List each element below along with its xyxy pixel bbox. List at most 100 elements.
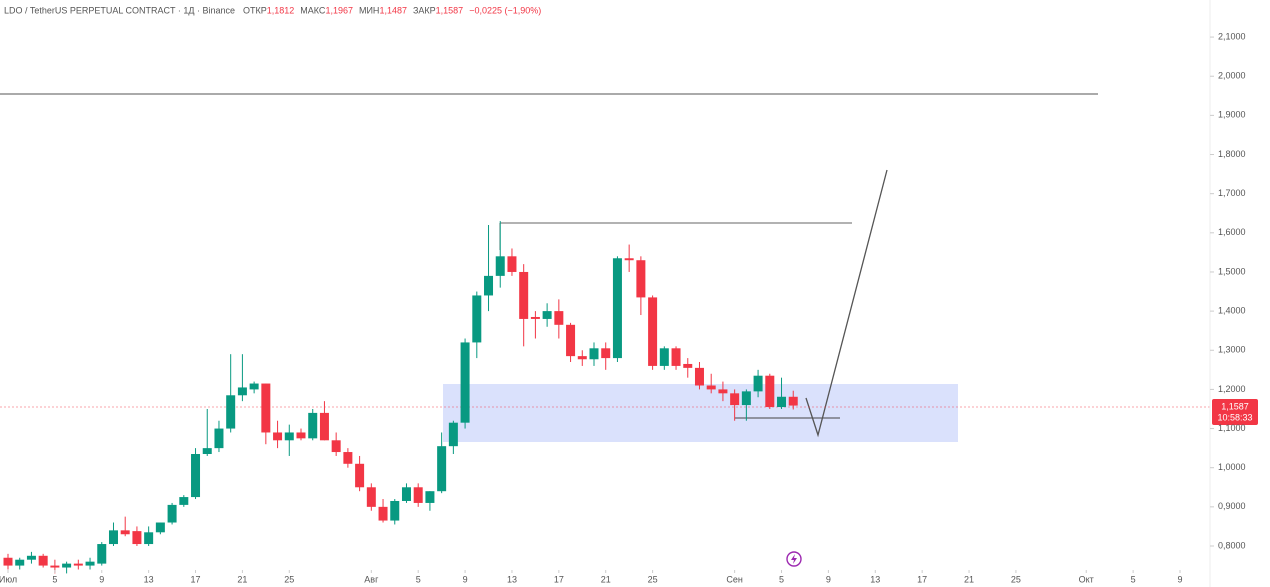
candle-body — [273, 432, 283, 441]
candle-body — [132, 531, 142, 545]
projection-path — [805, 169, 888, 438]
candle-body — [706, 385, 716, 390]
candle-body — [448, 422, 458, 447]
candle-body — [765, 375, 775, 408]
candle-body — [601, 348, 611, 359]
candle-body — [624, 258, 634, 261]
candle-body — [730, 393, 740, 406]
event-icon[interactable] — [786, 551, 802, 567]
candle-body — [542, 311, 552, 319]
x-tick-label: 21 — [237, 574, 247, 584]
candle-body — [50, 565, 60, 568]
candle-body — [167, 504, 177, 523]
x-tick-label: 25 — [1011, 574, 1021, 584]
candle-body — [753, 375, 763, 392]
x-tick-label: 17 — [554, 574, 564, 584]
x-tick-label: 9 — [463, 574, 468, 584]
candle-body — [62, 563, 72, 568]
candle-body — [73, 563, 83, 566]
candle-body — [519, 271, 529, 319]
candle-body — [577, 356, 587, 360]
zone-rect — [443, 384, 958, 442]
x-tick-label: 5 — [416, 574, 421, 584]
candle-body — [237, 387, 247, 396]
y-tick-label: 0,8000 — [1218, 540, 1246, 550]
candle-body — [636, 260, 646, 298]
candle-body — [85, 561, 95, 566]
candle-body — [472, 295, 482, 343]
y-tick-label: 1,2000 — [1218, 384, 1246, 394]
symbol-title: LDO / TetherUS PERPETUAL CONTRACT · 1Д ·… — [4, 5, 235, 15]
x-tick-label: 9 — [1177, 574, 1182, 584]
ohlc-label: ЗАКР — [413, 5, 436, 15]
x-tick-label: 21 — [964, 574, 974, 584]
x-tick-label: Авг — [364, 574, 379, 584]
candle-body — [694, 367, 704, 386]
plot — [3, 221, 798, 574]
candle-body — [144, 532, 154, 545]
candle-body — [612, 258, 622, 359]
candle-body — [777, 396, 787, 408]
candle-body — [15, 559, 25, 566]
x-tick-label: 17 — [191, 574, 201, 584]
candle-body — [3, 557, 13, 566]
x-tick-label: 21 — [601, 574, 611, 584]
x-tick-label: 25 — [648, 574, 658, 584]
y-tick-label: 2,0000 — [1218, 71, 1246, 81]
x-tick-label: 17 — [917, 574, 927, 584]
candle-body — [390, 500, 400, 521]
x-tick-label: 5 — [52, 574, 57, 584]
candle-body — [179, 497, 189, 505]
candle-body — [261, 383, 271, 433]
candle-body — [788, 396, 798, 406]
y-tick-label: 1,7000 — [1218, 188, 1246, 198]
y-tick-label: 1,9000 — [1218, 110, 1246, 120]
ohlc-header: ОТКР 1,1812 МАКС 1,1967 МИН 1,1487 ЗАКР 1,1587−… — [243, 5, 541, 15]
x-tick-label: Июл — [0, 574, 17, 584]
y-tick-label: 1,0000 — [1218, 462, 1246, 472]
candle-body — [284, 432, 294, 441]
x-tick-label: 13 — [507, 574, 517, 584]
candle-body — [437, 446, 447, 492]
candle-body — [741, 391, 751, 406]
candle-body — [97, 544, 107, 564]
x-tick-label: 5 — [1131, 574, 1136, 584]
candle-body — [507, 256, 517, 272]
x-tick-label: 9 — [826, 574, 831, 584]
y-tick-label: 1,6000 — [1218, 227, 1246, 237]
price-tag — [1212, 399, 1258, 425]
candle-body — [202, 448, 212, 455]
ohlc-change: −0,0225 (−1,90%) — [469, 5, 541, 15]
candle-body — [366, 487, 376, 507]
x-tick-label: 13 — [144, 574, 154, 584]
x-tick-label: 9 — [99, 574, 104, 584]
event-icon-bolt — [791, 554, 797, 564]
candle-body — [718, 389, 728, 394]
price-tag-value: 1,1587 — [1221, 401, 1249, 411]
price-tag-countdown: 10:58:33 — [1217, 412, 1252, 422]
candle-body — [671, 348, 681, 366]
candle-body — [530, 316, 540, 319]
ohlc-label: МИН — [359, 5, 379, 15]
candle-body — [554, 311, 564, 325]
candle-body — [659, 348, 669, 366]
ohlc-value: 1,1812 — [267, 5, 295, 15]
candle-body — [495, 256, 505, 276]
candle-body — [38, 555, 48, 566]
candle-body — [413, 487, 423, 503]
candle-body — [566, 324, 576, 357]
x-tick-label: 25 — [284, 574, 294, 584]
x-tick-label: 13 — [870, 574, 880, 584]
y-tick-label: 1,8000 — [1218, 149, 1246, 159]
candle-body — [296, 432, 306, 439]
candle-body — [319, 412, 329, 441]
candle-body — [26, 555, 36, 560]
ohlc-value: 1,1587 — [436, 5, 464, 15]
ohlc-value: 1,1487 — [379, 5, 407, 15]
ohlc-label: ОТКР — [243, 5, 267, 15]
candle-body — [648, 297, 658, 366]
candle-body — [226, 395, 236, 429]
y-tick-label: 0,9000 — [1218, 501, 1246, 511]
x-tick-label: Окт — [1079, 574, 1094, 584]
